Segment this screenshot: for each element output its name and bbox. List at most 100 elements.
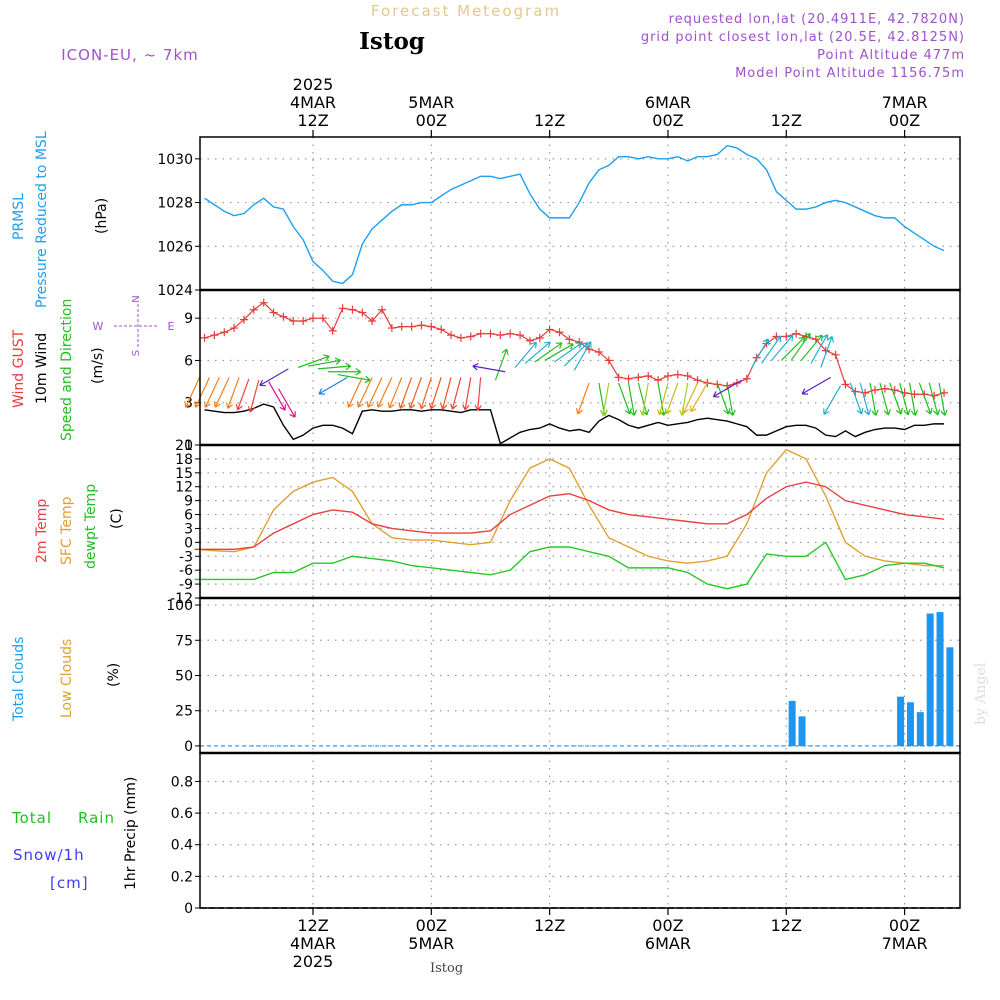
gust-marker (841, 380, 850, 389)
wind-arrow (366, 377, 383, 408)
gust-marker (930, 391, 939, 400)
gust-marker (358, 308, 367, 317)
wind-arrow (544, 343, 574, 361)
wind-arrow (184, 377, 201, 408)
wind-arrow (554, 342, 583, 363)
gust-marker (851, 387, 860, 396)
wind-arrow (869, 382, 879, 416)
point-altitude: Point Altitude 477m (817, 48, 965, 63)
x-label-top: 4MAR (290, 93, 336, 112)
y-tick-label: 1026 (157, 239, 193, 255)
x-label-bottom: 12Z (297, 916, 328, 935)
y-tick-label: 0 (184, 438, 193, 454)
wind-arrow (298, 354, 330, 369)
y-tick-label: -3 (179, 549, 193, 565)
wind-arrow (204, 377, 220, 408)
wind-arrow (356, 377, 373, 408)
x-label-bottom: 4MAR (290, 934, 336, 953)
wind-arrow (761, 335, 782, 364)
gust-marker (693, 376, 702, 385)
watermark: by Angel (973, 662, 989, 725)
x-label-bottom: 6MAR (645, 934, 691, 953)
wind-arrow (534, 342, 563, 363)
x-label-bottom: 00Z (416, 916, 447, 935)
wind-arrow (690, 382, 708, 413)
y-tick-label: 3 (184, 396, 193, 412)
compass-west: W (93, 320, 104, 333)
precip-rain-label: Rain (78, 809, 115, 827)
wind-unit-label: (m/s) (90, 347, 106, 384)
x-label-bottom: 12Z (771, 916, 802, 935)
gust-marker (407, 322, 416, 331)
wind-arrow (327, 368, 362, 376)
y-tick-label: -12 (170, 591, 193, 607)
gust-marker (279, 312, 288, 321)
gust-marker (368, 317, 377, 325)
y-tick-label: 0.6 (171, 806, 193, 822)
gust-marker (831, 350, 840, 359)
wind-arrow (682, 382, 699, 414)
pressure-msl-label: Pressure Reduced to MSL (34, 131, 50, 308)
temp-2m-line (194, 481, 945, 551)
cloud-bar (897, 696, 905, 746)
wind-arrow (575, 382, 590, 415)
wind-arrow (899, 382, 911, 416)
wind-speed-dir-label: Speed and Direction (59, 299, 75, 441)
wind-arrow (408, 377, 423, 409)
model-label: ICON-EU, ~ 7km (61, 46, 199, 64)
y-tick-label: 6 (184, 508, 193, 524)
gust-marker (594, 348, 603, 356)
y-tick-label: 12 (175, 480, 193, 496)
compass-north: N (131, 295, 142, 302)
gust-marker (328, 326, 337, 335)
y-tick-label: 1028 (157, 196, 193, 212)
wind-arrow (879, 382, 891, 416)
wind-arrow (600, 382, 610, 416)
y-tick-label: 9 (184, 494, 193, 510)
gust-marker (663, 371, 672, 380)
wind-arrow (259, 368, 289, 387)
requested-coords: requested lon,lat (20.4911E, 42.7820N) (669, 12, 965, 27)
gust-marker (565, 335, 574, 344)
plot-layer: 10241026102810300369-12-9-6-303691215182… (157, 75, 961, 971)
wind-gust-line (204, 301, 945, 397)
y-tick-label: 6 (184, 353, 193, 369)
compass-rose: N S W E (93, 295, 175, 356)
y-tick-label: 9 (184, 311, 193, 327)
wind-arrow (918, 382, 933, 415)
model-altitude: Model Point Altitude 1156.75m (735, 66, 965, 81)
wind-arrow (908, 382, 919, 416)
station-title: Istog (359, 28, 425, 55)
gust-marker (683, 371, 692, 380)
gust-marker (230, 324, 239, 333)
y-tick-label: 25 (175, 704, 193, 720)
wind-arrow (928, 382, 941, 416)
precip-unit-label: 1hr Precip (mm) (123, 777, 139, 890)
wind-arrow (318, 376, 348, 395)
temp-2m-label: 2m Temp (34, 499, 50, 563)
wind-arrow (514, 341, 537, 368)
gust-marker (299, 317, 308, 325)
gust-marker (644, 371, 653, 380)
footer-station: Istog (430, 961, 463, 976)
x-label-top: 7MAR (882, 93, 928, 112)
gust-marker (752, 353, 761, 362)
x-label-bottom: 00Z (889, 916, 920, 935)
gust-marker (289, 317, 298, 325)
cloud-bar (788, 700, 796, 746)
cloud-bar (936, 612, 944, 746)
wind-arrow (337, 373, 371, 384)
wind-arrow (462, 377, 472, 411)
gust-marker (673, 370, 682, 379)
clouds-unit-label: (%) (106, 663, 122, 687)
wind-arrow (235, 378, 250, 411)
wind-10m-label: 10m Wind (34, 333, 50, 404)
x-label-top: 00Z (652, 111, 683, 130)
y-tick-label: 1024 (157, 283, 193, 299)
wind-arrow (889, 382, 903, 415)
wind-arrow (823, 385, 842, 415)
gust-marker (624, 374, 633, 383)
x-label-bottom: 2025 (293, 952, 334, 971)
gust-marker (506, 329, 515, 338)
